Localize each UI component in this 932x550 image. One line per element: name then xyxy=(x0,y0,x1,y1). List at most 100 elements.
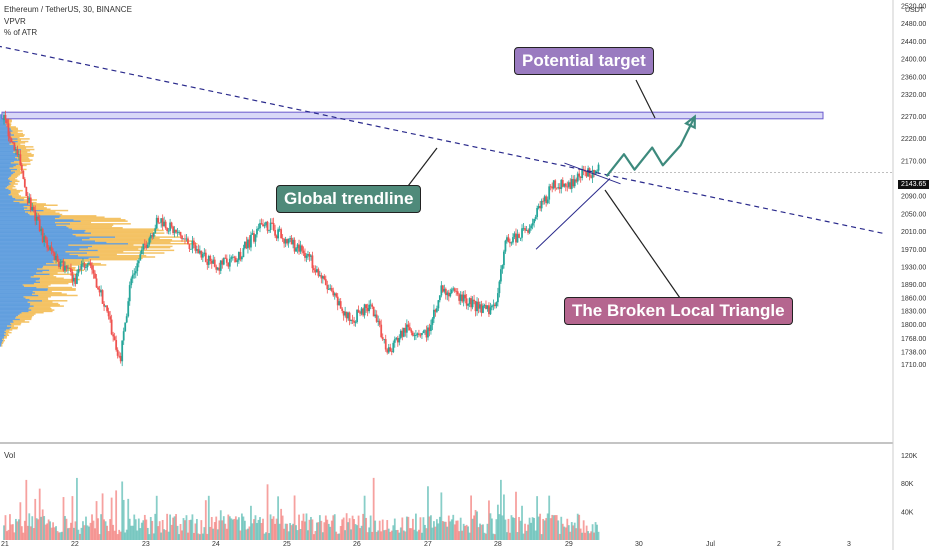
volume-profile-bar-sell xyxy=(28,212,60,214)
candle-body xyxy=(341,308,344,311)
candle-body xyxy=(103,303,105,307)
candle-body xyxy=(534,216,537,219)
volume-profile-bar-buy xyxy=(0,253,70,256)
volume-bar xyxy=(262,518,264,540)
candle-body xyxy=(128,285,131,302)
candle-body xyxy=(477,301,480,309)
volume-profile-bar-buy xyxy=(0,212,29,214)
candle-body xyxy=(380,324,383,338)
volume-bar xyxy=(119,531,122,540)
volume-bar xyxy=(160,532,163,540)
volume-bar xyxy=(152,533,155,540)
candle-body xyxy=(450,289,453,294)
broken-triangle-callout[interactable]: The Broken Local Triangle xyxy=(564,297,793,325)
volume-profile-bar-buy xyxy=(0,151,14,153)
volume-profile-bar-buy xyxy=(0,191,11,193)
volume-bar xyxy=(407,516,410,540)
volume-bar xyxy=(59,532,62,540)
volume-bar xyxy=(563,526,566,540)
volume-profile-bar-buy xyxy=(0,155,19,157)
volume-bar xyxy=(507,518,510,540)
volume-bar xyxy=(67,528,69,540)
volume-profile-bar-sell xyxy=(12,130,23,132)
volume-profile-bar-sell xyxy=(73,219,126,221)
volume-profile-bar-buy xyxy=(0,290,33,293)
potential-target-callout[interactable]: Potential target xyxy=(514,47,654,75)
candle-body xyxy=(324,279,327,285)
volume-bar xyxy=(471,518,474,540)
volume-profile-bar-sell xyxy=(85,229,164,232)
candle-body xyxy=(485,305,487,309)
volume-profile-bar-buy xyxy=(0,273,50,276)
volume-profile-bar-buy xyxy=(0,276,31,278)
candle-body xyxy=(79,269,81,270)
volume-bar xyxy=(260,523,263,540)
volume-profile-bar-sell xyxy=(17,140,29,143)
candle-body xyxy=(545,196,548,204)
volume-bar xyxy=(558,533,561,540)
candle-body xyxy=(106,305,109,312)
volume-profile-bar-buy xyxy=(0,302,31,305)
candle-body xyxy=(104,305,107,307)
volume-bar xyxy=(581,532,584,540)
volume-bar xyxy=(216,529,219,540)
global-trendline-callout[interactable]: Global trendline xyxy=(276,185,422,213)
volume-bar xyxy=(503,494,505,540)
volume-bar xyxy=(128,518,131,540)
volume-profile-bar-sell xyxy=(15,144,26,147)
volume-bar xyxy=(134,519,137,540)
volume-bar xyxy=(363,495,366,540)
volume-bar xyxy=(253,519,255,540)
volume-tick-label: 80K xyxy=(901,481,914,488)
candle-body xyxy=(91,265,93,270)
volume-bar xyxy=(200,520,203,540)
volume-profile-bar-buy xyxy=(0,159,20,161)
local-triangle[interactable] xyxy=(535,162,621,250)
candle-body xyxy=(113,336,116,341)
volume-bar xyxy=(100,514,102,540)
volume-profile-bar-buy xyxy=(0,339,4,342)
candle-body xyxy=(230,257,233,259)
candle-body xyxy=(365,304,368,309)
candle-body xyxy=(525,230,528,231)
global-trendline[interactable] xyxy=(0,45,886,235)
volume-bar xyxy=(91,514,93,540)
candle-body xyxy=(575,179,578,182)
volume-profile-bar-sell xyxy=(99,256,156,258)
volume-profile-bar-sell xyxy=(17,158,30,160)
volume-bar xyxy=(357,515,360,540)
volume-profile-bar-buy xyxy=(0,221,56,224)
candle-body xyxy=(280,229,283,239)
volume-bar xyxy=(210,517,213,540)
candle-body xyxy=(304,252,306,258)
candle-body xyxy=(121,340,124,362)
volume-bar xyxy=(533,517,535,540)
volume-bar xyxy=(94,528,96,540)
price-tick-label: 2400.00 xyxy=(901,57,926,64)
volume-bar xyxy=(596,524,598,540)
price-tick-label: 1930.00 xyxy=(901,264,926,271)
candle-body xyxy=(53,252,56,260)
candle-body xyxy=(377,320,380,322)
volume-bar xyxy=(396,529,399,540)
volume-bar xyxy=(125,529,128,540)
volume-bar xyxy=(50,527,53,540)
volume-bar xyxy=(110,497,113,540)
volume-profile-bar-sell xyxy=(66,225,113,228)
candle-body xyxy=(85,267,87,268)
trendline-pointer xyxy=(404,147,438,191)
projection-path[interactable] xyxy=(605,116,696,177)
volume-profile-bar-sell xyxy=(9,179,18,181)
volume-bar xyxy=(58,532,60,540)
volume-bar xyxy=(242,516,245,540)
candle-body xyxy=(290,237,293,245)
volume-bar xyxy=(9,514,11,540)
volume-profile-bar-buy xyxy=(0,139,11,141)
volume-bar xyxy=(20,526,23,540)
candle-body xyxy=(46,240,49,248)
candle-body xyxy=(88,262,90,265)
volume-bar xyxy=(169,514,172,540)
resistance-zone[interactable] xyxy=(1,111,824,120)
candle-body xyxy=(86,264,89,268)
